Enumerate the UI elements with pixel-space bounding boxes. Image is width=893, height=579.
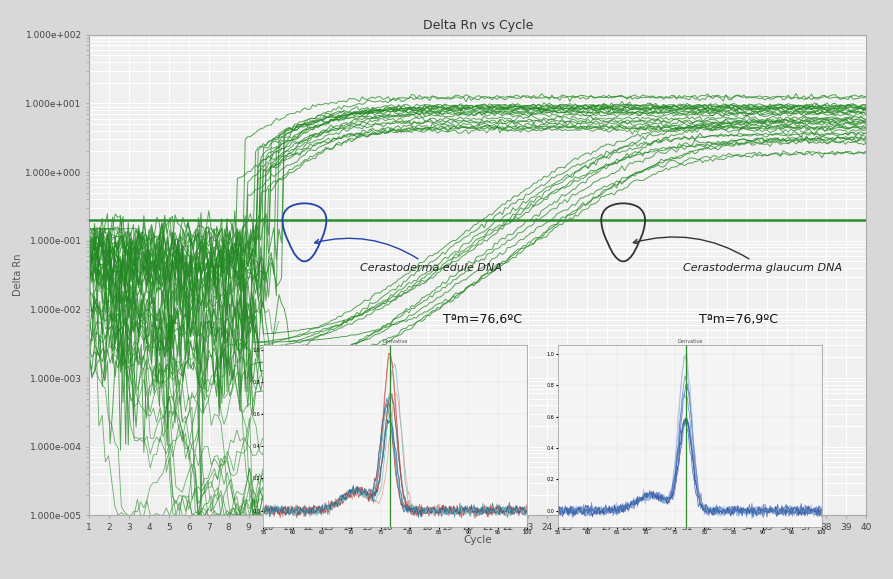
Text: Cerastoderma glaucum DNA: Cerastoderma glaucum DNA bbox=[633, 237, 842, 273]
Text: Tªm=76,6ºC: Tªm=76,6ºC bbox=[443, 313, 522, 326]
Text: Tªm=76,9ºC: Tªm=76,9ºC bbox=[699, 313, 778, 326]
Title: Derivative: Derivative bbox=[382, 339, 408, 344]
Y-axis label: Delta Rn: Delta Rn bbox=[13, 254, 22, 296]
Text: Cerastoderma edule DNA: Cerastoderma edule DNA bbox=[314, 239, 502, 273]
Title: Derivative: Derivative bbox=[677, 339, 703, 344]
X-axis label: Cycle: Cycle bbox=[463, 535, 492, 545]
Title: Delta Rn vs Cycle: Delta Rn vs Cycle bbox=[422, 19, 533, 32]
